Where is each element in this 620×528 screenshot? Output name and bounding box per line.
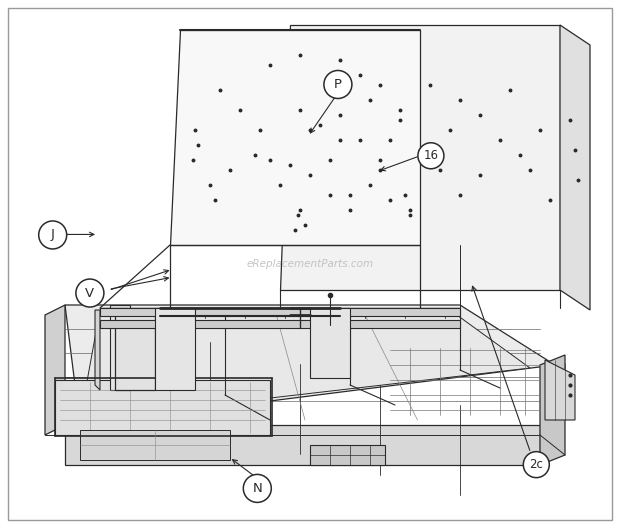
Polygon shape: [540, 355, 565, 465]
Polygon shape: [100, 308, 460, 316]
Text: J: J: [51, 229, 55, 241]
Polygon shape: [80, 310, 530, 420]
Circle shape: [38, 221, 67, 249]
Polygon shape: [115, 310, 155, 390]
Circle shape: [418, 143, 444, 169]
Polygon shape: [45, 305, 65, 435]
Polygon shape: [95, 310, 100, 390]
Polygon shape: [110, 305, 130, 390]
Circle shape: [523, 451, 549, 478]
Text: N: N: [252, 482, 262, 495]
Circle shape: [243, 474, 272, 503]
Text: V: V: [86, 287, 94, 299]
Text: P: P: [334, 78, 342, 91]
Polygon shape: [55, 380, 270, 435]
Polygon shape: [100, 320, 460, 328]
Text: 2c: 2c: [529, 458, 543, 471]
Circle shape: [324, 70, 352, 99]
Polygon shape: [310, 308, 350, 378]
Polygon shape: [155, 308, 195, 390]
Polygon shape: [545, 360, 575, 420]
Polygon shape: [65, 425, 540, 465]
Text: eReplacementParts.com: eReplacementParts.com: [246, 259, 374, 269]
Circle shape: [76, 279, 104, 307]
Polygon shape: [310, 445, 385, 465]
Polygon shape: [80, 430, 230, 460]
Text: 16: 16: [423, 149, 438, 162]
Polygon shape: [560, 25, 590, 310]
Polygon shape: [280, 25, 560, 290]
Polygon shape: [65, 305, 555, 425]
Polygon shape: [170, 30, 420, 245]
